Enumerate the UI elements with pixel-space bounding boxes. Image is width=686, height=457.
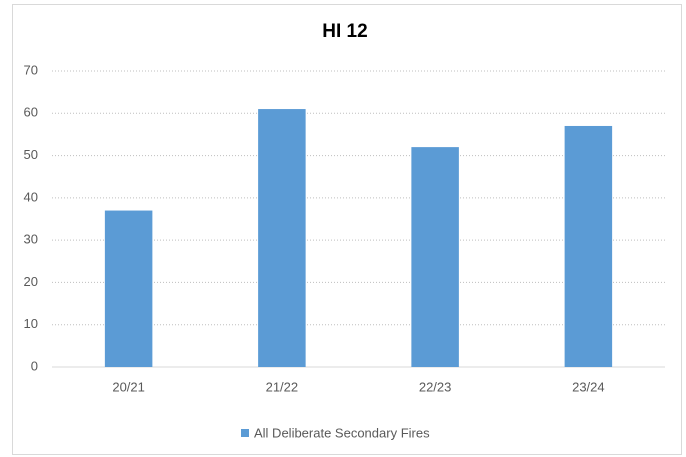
x-tick-label: 20/21 <box>112 379 145 394</box>
legend-swatch <box>241 429 249 437</box>
y-tick-label: 0 <box>31 358 38 373</box>
x-tick-label: 21/22 <box>266 379 299 394</box>
y-tick-label: 40 <box>24 189 38 204</box>
x-tick-label: 22/23 <box>419 379 452 394</box>
y-tick-label: 70 <box>24 62 38 77</box>
x-tick-label: 23/24 <box>572 379 605 394</box>
bar <box>411 147 459 367</box>
legend-label: All Deliberate Secondary Fires <box>254 425 430 440</box>
bar <box>104 210 153 367</box>
y-tick-label: 20 <box>24 274 38 289</box>
chart-title: HI 12 <box>322 21 367 42</box>
bar <box>564 125 613 367</box>
y-tick-label: 30 <box>24 232 38 247</box>
bar <box>258 109 306 368</box>
y-tick-label: 60 <box>24 105 38 120</box>
y-tick-label: 50 <box>24 147 38 162</box>
y-tick-label: 10 <box>24 316 38 331</box>
